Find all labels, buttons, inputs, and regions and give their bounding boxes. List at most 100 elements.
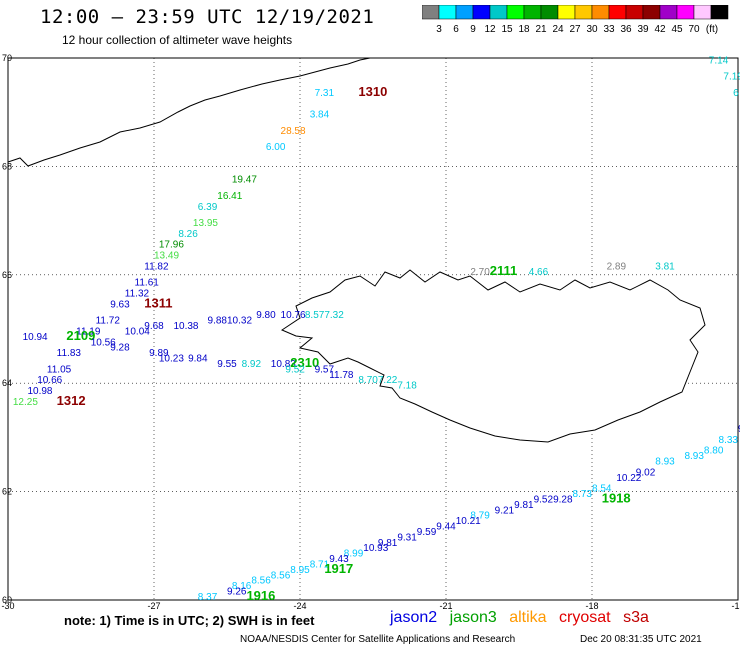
lon-tick-label: -21 [439, 601, 452, 611]
colorbar-tick-label: 24 [552, 24, 564, 35]
pass-time-label: 1918 [602, 490, 631, 505]
wave-height-label: 8.73 [573, 489, 593, 500]
lon-tick-label: -18 [585, 601, 598, 611]
wave-height-label: 10.21 [456, 516, 481, 527]
legend-s3a: s3a [623, 609, 649, 626]
lon-tick-label: -24 [293, 601, 306, 611]
units-note: note: 1) Time is in UTC; 2) SWH is in fe… [64, 613, 315, 628]
pass-time-label: 1312 [57, 393, 86, 408]
wave-height-label: 6.39 [198, 202, 218, 213]
wave-height-label: 9.68 [144, 321, 164, 332]
wave-height-label: 2.70 [470, 267, 490, 278]
wave-height-label: 8.54 [592, 484, 612, 495]
wave-height-label: 16.41 [217, 191, 242, 202]
wave-height-label: 11.19 [76, 326, 101, 337]
wave-height-label: 9.88 [208, 316, 228, 327]
colorbar-swatch [659, 5, 678, 20]
wave-height-label: 10.66 [37, 375, 62, 386]
pass-time-label: 1311 [144, 295, 172, 310]
greenland-coastline [7, 57, 371, 167]
wave-height-label: 7.31 [315, 88, 335, 99]
wave-height-label: 28.58 [281, 126, 306, 137]
wave-height-label: 8.56 [271, 570, 291, 581]
wave-height-label: 9.81 [378, 538, 398, 549]
pass-time-label: 2310 [290, 355, 319, 370]
colorbar-swatch [642, 5, 661, 20]
pass-time-label: 2111 [490, 263, 518, 278]
pass-time-label: 1917 [324, 561, 353, 576]
wave-height-label: 8.16 [232, 581, 252, 592]
wave-height-label: 10.93 [363, 543, 388, 554]
pass-time-label: 1916 [246, 588, 275, 603]
wave-height-label: 4.66 [529, 267, 549, 278]
wave-height-label: 8.37 [198, 592, 218, 603]
colorbar-tick-label: 21 [535, 24, 547, 35]
colorbar-tick-label: 70 [688, 24, 700, 35]
wave-height-label: 11.83 [57, 348, 82, 359]
wave-height-label: 11.32 [125, 288, 150, 299]
wave-height-label: 10.56 [91, 337, 116, 348]
lat-tick-label: 64 [2, 378, 12, 388]
wave-height-label: 10.98 [27, 386, 52, 397]
colorbar-tick-label: 9 [470, 24, 476, 35]
colorbar-tick-label: 45 [671, 24, 683, 35]
lat-tick-label: 68 [2, 161, 12, 171]
wave-height-label: 9.63 [110, 299, 130, 310]
lat-tick-label: 66 [2, 270, 12, 280]
wave-height-label: 3.84 [310, 110, 330, 121]
colorbar-tick-label: 15 [501, 24, 513, 35]
wave-height-label: 8.93 [684, 451, 704, 462]
wave-height-label: 9.57 [315, 364, 335, 375]
legend-altika: altika [509, 609, 547, 626]
lon-tick-label: -27 [147, 601, 160, 611]
colorbar-tick-label: 6 [453, 24, 459, 35]
legend-jason2: jason2 [390, 609, 438, 626]
colorbar-swatch [710, 5, 729, 20]
wave-height-label: 6.00 [266, 142, 286, 153]
colorbar-swatch [455, 5, 474, 20]
colorbar-swatch [693, 5, 712, 20]
wave-height-label: 11.82 [144, 261, 169, 272]
colorbar-swatch [574, 5, 593, 20]
colorbar-swatch [523, 5, 542, 20]
colorbar-tick-label: 36 [620, 24, 632, 35]
pass-time-label: 2109 [66, 328, 95, 343]
wave-height-label: 8.33 [719, 435, 739, 446]
colorbar-swatch [422, 5, 440, 20]
legend-jason3: jason3 [449, 609, 497, 626]
wave-height-label: 9.43 [329, 554, 349, 565]
wave-height-label: 10.76 [281, 310, 306, 321]
credit-text: NOAA/NESDIS Center for Satellite Applica… [240, 634, 516, 645]
wave-height-label: 8.99 [344, 549, 364, 560]
colorbar-tick-label: 18 [518, 24, 530, 35]
wave-height-label: 11.61 [135, 278, 160, 289]
page-title: 12:00 – 23:59 UTC 12/19/2021 [40, 6, 375, 28]
colorbar-tick-label: 3 [436, 24, 442, 35]
wave-height-label: 6 [733, 88, 739, 99]
timestamp: Dec 20 08:31:35 UTC 2021 [580, 634, 702, 645]
wave-height-label: 3.81 [655, 261, 675, 272]
wave-height-label: 8.71 [310, 559, 330, 570]
wave-height-label: 9.89 [149, 348, 169, 359]
wave-height-label: 8.95 [290, 565, 310, 576]
colorbar-swatch [489, 5, 508, 20]
wave-height-label: 10.38 [173, 321, 198, 332]
wave-height-label: 8.57 [305, 310, 325, 321]
wave-height-label: 9.28 [110, 343, 130, 354]
wave-height-label: 10.04 [125, 326, 150, 337]
wave-height-label: 8.26 [178, 229, 198, 240]
wave-height-label: 10.32 [227, 316, 252, 327]
wave-height-label: 19.47 [232, 175, 257, 186]
wave-height-label: 2.89 [607, 261, 627, 272]
colorbar-swatch [506, 5, 525, 20]
wave-height-label: 7.32 [324, 310, 344, 321]
wave-height-label: 8.80 [704, 446, 724, 457]
colorbar-swatch [472, 5, 491, 20]
wave-height-label: 9.81 [514, 500, 534, 511]
lon-tick-label: -15 [731, 601, 740, 611]
wave-height-label: 9.52 [534, 494, 554, 505]
wave-height-label: 9.44 [436, 522, 456, 533]
wave-height-label: 8.79 [470, 511, 490, 522]
satellite-legend: jason2 jason3 altika cryosat s3a [390, 609, 657, 627]
